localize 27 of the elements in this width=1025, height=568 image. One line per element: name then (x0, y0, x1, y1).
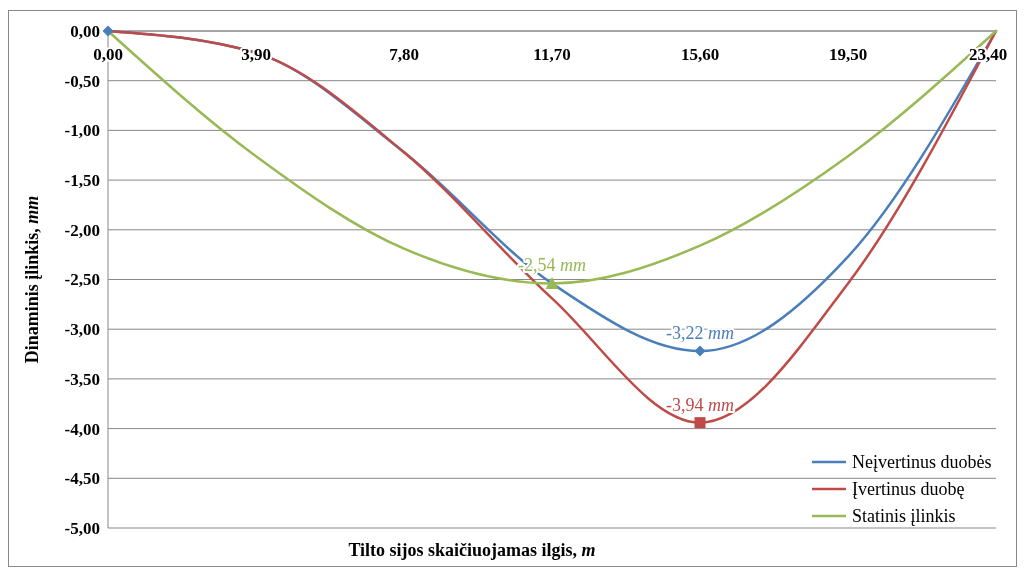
y-tick-label: -0,50 (64, 71, 100, 91)
x-axis-title: Tilto sijos skaičiuojamas ilgis, m (348, 540, 596, 560)
y-tick-label: -3,00 (64, 320, 100, 340)
x-tick-label: 11,70 (533, 45, 571, 64)
point (694, 417, 706, 429)
x-tick-label: 0,00 (93, 45, 123, 64)
legend-label: Įvertinus duobę (852, 479, 965, 500)
legend-label: Statinis įlinkis (852, 506, 956, 527)
y-tick-label: -4,50 (64, 469, 100, 489)
y-tick-label: -4,00 (64, 419, 100, 439)
point (102, 25, 114, 37)
legend-label: Neįvertinus duobės (852, 452, 992, 473)
x-tick-label: 19,50 (828, 45, 868, 64)
y-tick-label: 0,00 (70, 21, 100, 41)
y-axis-title: Dinaminis įlinkis, mm (22, 195, 42, 364)
point (694, 345, 706, 357)
data-label: -3,94 mm (666, 394, 734, 415)
y-tick-label: -2,50 (64, 270, 100, 290)
y-tick-label: -5,00 (64, 518, 100, 538)
y-tick-label: -2,00 (64, 220, 100, 240)
x-tick-label: 7,80 (389, 45, 419, 64)
y-tick-label: -1,50 (64, 171, 100, 191)
data-label: -3,22 mm (666, 323, 734, 344)
point (545, 276, 559, 289)
y-tick-label: -1,00 (64, 121, 100, 141)
y-tick-label: -3,50 (64, 369, 100, 389)
x-tick-label: 15,60 (680, 45, 720, 64)
